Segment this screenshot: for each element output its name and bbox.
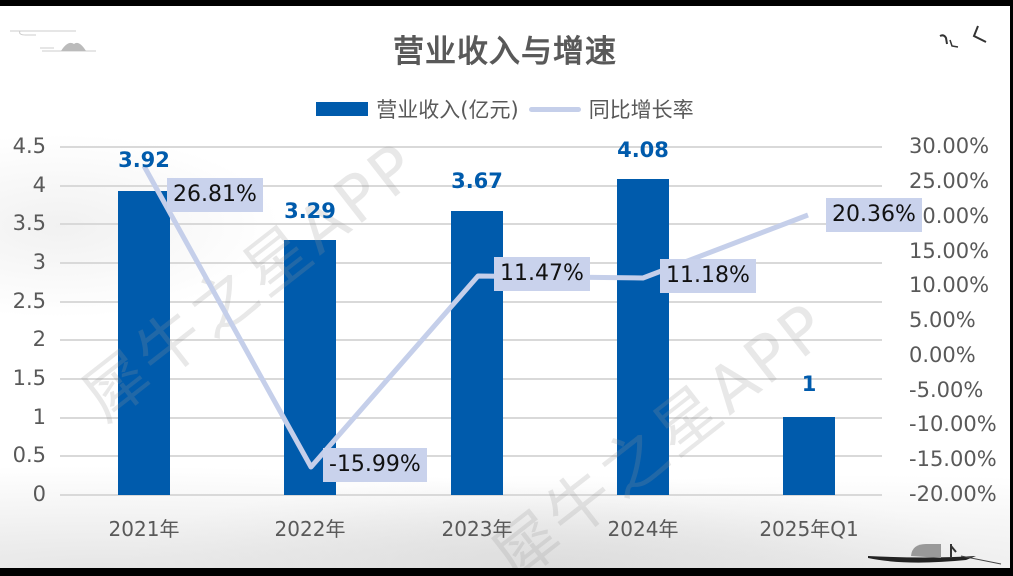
growth-value-label: 26.81% [167,178,263,212]
growth-value-label: 20.36% [826,198,922,232]
revenue-bar[interactable] [617,179,669,495]
legend-bar-swatch-icon [316,102,369,116]
right-axis-tick: -20.00% [909,482,997,506]
left-axis-tick: 3 [32,250,46,274]
left-axis-tick: 4 [32,173,46,197]
bar-value-label: 3.29 [284,199,336,223]
x-axis-label: 2021年 [108,517,180,541]
chart-area: 4.5 4 3.5 3 2.5 2 1.5 1 0.5 0 30.00% 25.… [0,6,1010,568]
right-axis-tick: 10.00% [909,273,990,297]
bar-value-label: 4.08 [617,138,669,162]
revenue-bar[interactable] [118,191,170,495]
revenue-bar[interactable] [783,417,835,495]
left-axis-tick: 3.5 [12,211,46,235]
x-axis-label: 2023年 [441,517,513,541]
right-axis-tick: -5.00% [909,378,984,402]
left-axis-tick: 4.5 [12,134,46,158]
slide: 营业收入与增速 营业收入(亿元) 同比增长率 4.5 4 3.5 3 2.5 2… [0,6,1010,568]
growth-value-label: -15.99% [323,448,427,482]
legend-line-swatch-icon [528,106,581,112]
left-axis-tick: 2 [32,327,46,351]
x-axis-label: 2025年Q1 [759,517,859,541]
growth-value-label: 11.18% [660,259,756,293]
right-axis-tick: 0.00% [909,343,976,367]
left-axis-tick: 1 [32,405,46,429]
left-axis-tick: 0 [32,482,46,506]
x-axis-label: 2024年 [607,517,679,541]
gridline [60,185,882,187]
left-axis-tick: 1.5 [12,366,46,390]
right-axis-tick: 20.00% [909,204,990,228]
x-axis-line [60,494,882,496]
growth-value-label: 11.47% [494,257,590,291]
left-axis-tick: 2.5 [12,289,46,313]
right-axis-tick: 25.00% [909,169,990,193]
right-axis-tick: -15.00% [909,447,997,471]
bar-value-label: 3.92 [118,148,170,172]
legend-label-revenue: 营业收入(亿元) [376,98,519,122]
mountain-decoration-icon [10,30,96,52]
legend-label-growth: 同比增长率 [588,98,694,122]
birds-decoration-icon [939,25,987,48]
legend: 营业收入(亿元) 同比增长率 [0,94,1010,124]
x-axis-label: 2022年 [274,517,346,541]
growth-line [141,164,809,470]
right-axis-tick: 30.00% [909,134,990,158]
chart-title: 营业收入与增速 [393,34,617,70]
right-axis-tick: 15.00% [909,239,990,263]
gridline [60,146,882,148]
right-axis-tick: -10.00% [909,412,997,436]
boat-decoration-icon [868,544,1002,565]
right-axis-tick: 5.00% [909,308,976,332]
left-axis-tick: 0.5 [12,443,46,467]
bar-value-label: 1 [801,372,817,396]
bar-value-label: 3.67 [451,169,503,193]
